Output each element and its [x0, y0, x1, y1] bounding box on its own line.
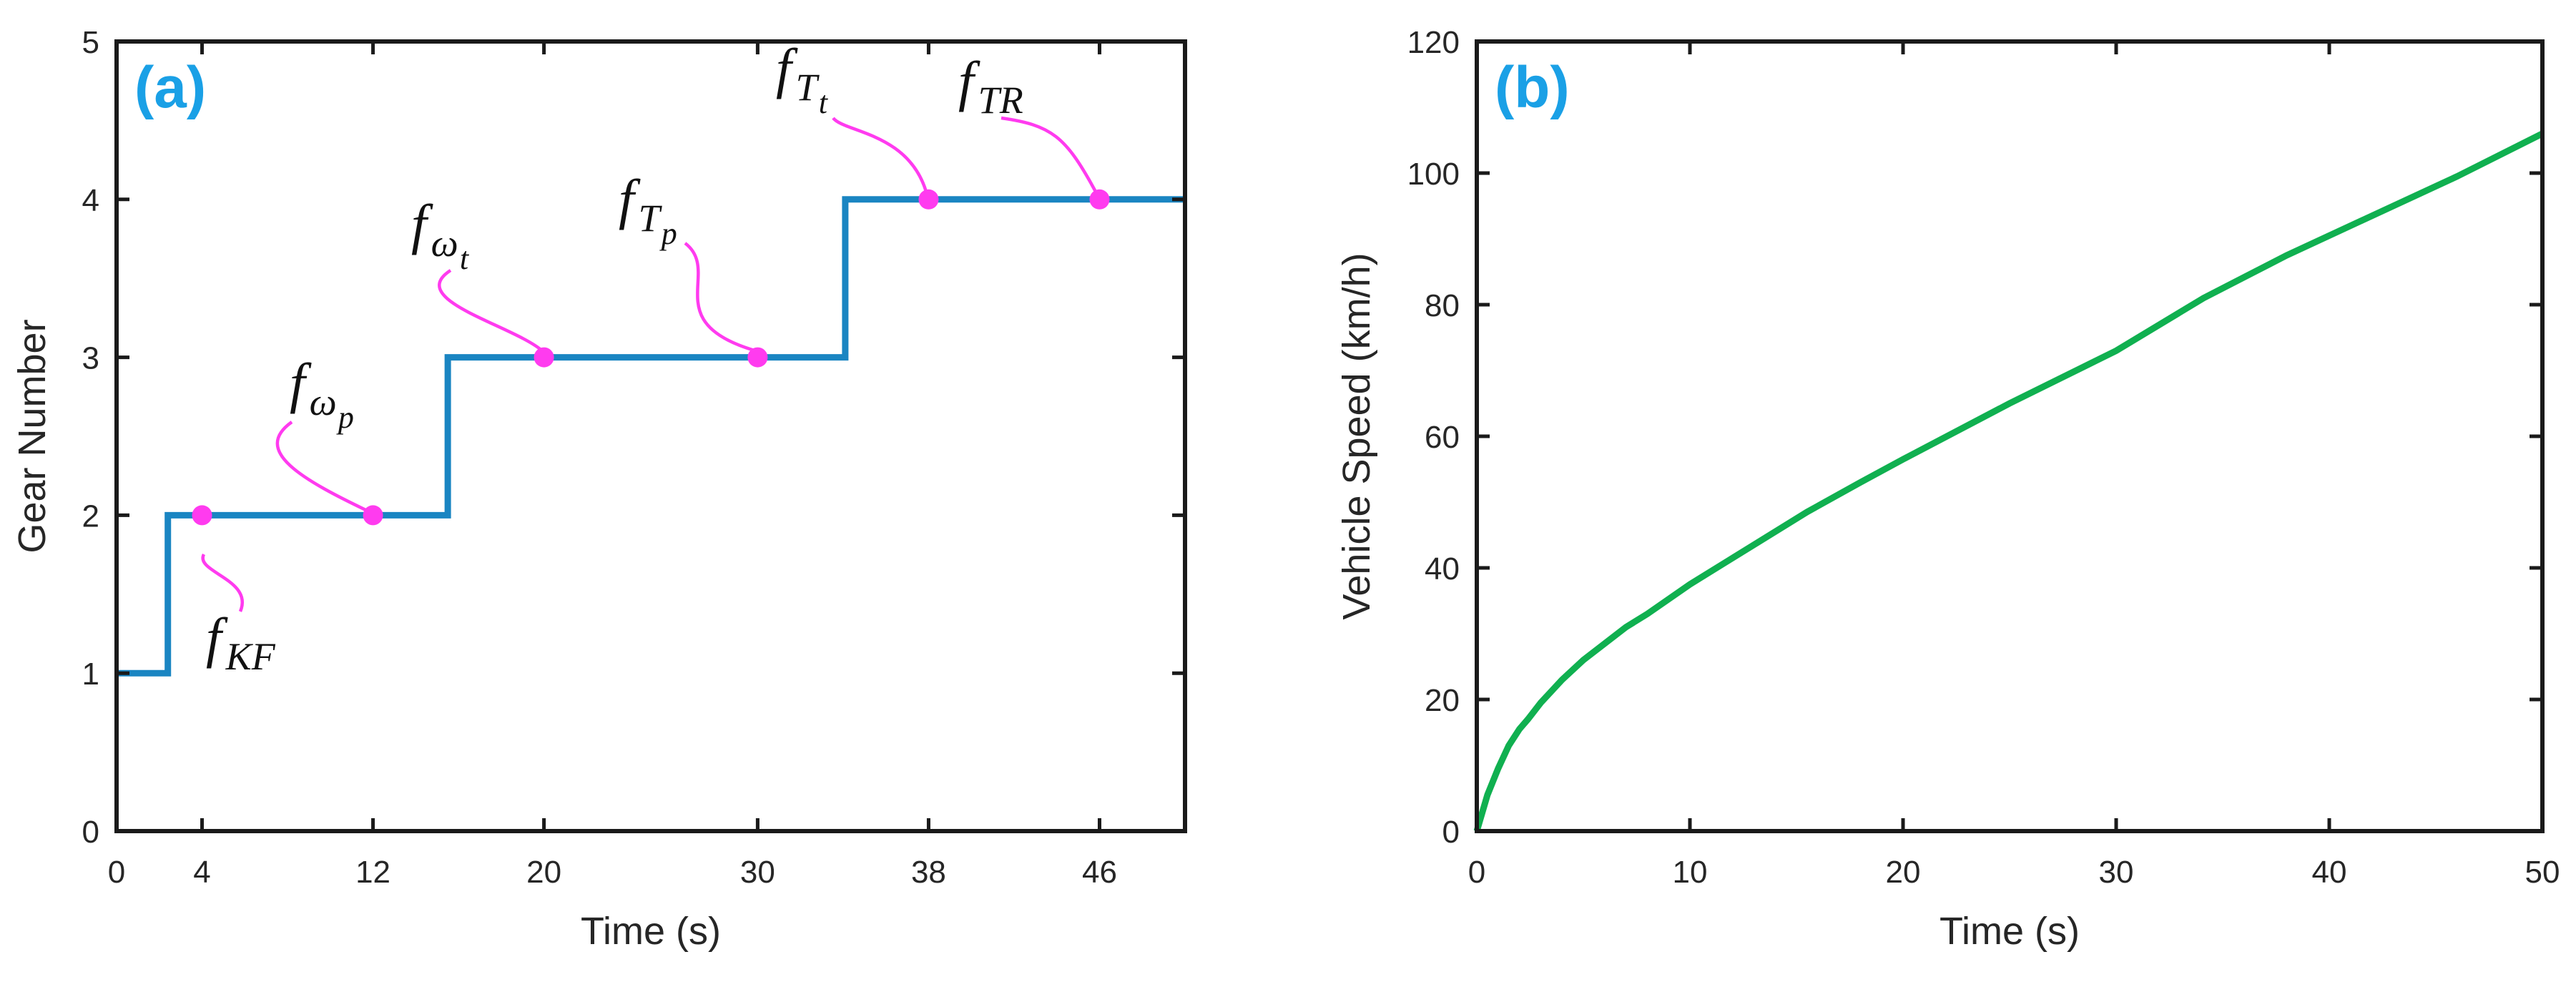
x-tick-label: 46	[1082, 855, 1117, 890]
panel-label-b: (b)	[1495, 55, 1570, 120]
panel-label-a: (a)	[134, 55, 206, 120]
gear-chart-x-axis-label: Time (s)	[581, 910, 721, 953]
speed-chart-x-axis-label: Time (s)	[1940, 910, 2080, 953]
speed-chart-y-axis-label: Vehicle Speed (km/h)	[1335, 252, 1378, 619]
callout-curve	[201, 553, 244, 612]
marker-point	[363, 505, 383, 526]
speed-chart-ticks: 0 10 20 30 40 50 0 20 40 60 80 100 120	[1407, 25, 2560, 890]
speed-chart-axes-box	[1475, 39, 2545, 833]
x-tick-label: 20	[1886, 855, 1921, 890]
callout-curve	[275, 421, 374, 516]
x-tick-label: 30	[2099, 855, 2134, 890]
x-tick-label: 4	[193, 855, 210, 890]
y-tick-label: 80	[1425, 288, 1460, 323]
y-tick-label: 120	[1407, 25, 1460, 60]
marker-annotation-label: f Tt	[776, 37, 829, 120]
x-tick-label: 0	[1468, 855, 1485, 890]
callout-curve	[832, 117, 928, 192]
y-tick-label: 0	[1442, 815, 1460, 850]
y-tick-label: 4	[82, 183, 99, 218]
gear-chart-axes-box	[114, 39, 1187, 833]
y-tick-label: 20	[1425, 683, 1460, 718]
x-tick-label: 10	[1673, 855, 1708, 890]
marker-point	[192, 505, 212, 526]
y-tick-label: 5	[82, 25, 99, 60]
marker-point	[534, 347, 554, 368]
x-tick-label: 12	[355, 855, 390, 890]
marker-annotation-label: f ωt	[411, 193, 470, 276]
marker-point	[747, 347, 768, 368]
x-tick-label: 0	[108, 855, 125, 890]
y-tick-label: 3	[82, 341, 99, 376]
marker-annotation-label: f KF	[206, 607, 276, 678]
y-tick-label: 40	[1425, 551, 1460, 586]
marker-annotation-label: f Tp	[619, 168, 677, 251]
x-tick-label: 40	[2312, 855, 2347, 890]
y-tick-label: 1	[82, 657, 99, 692]
marker-annotation-label: f TR	[958, 50, 1023, 122]
marker-annotation-label: f ωp	[290, 352, 354, 435]
speed-series-line	[1473, 130, 2545, 833]
y-tick-label: 60	[1425, 420, 1460, 455]
callout-curve	[438, 269, 545, 353]
speed-chart-marks	[1473, 130, 2545, 833]
x-tick-label: 38	[911, 855, 946, 890]
gear-chart-marks: f KF f ωp f ωt f Tp f Tt f TR	[117, 37, 1185, 678]
x-tick-label: 50	[2525, 855, 2560, 890]
callout-curve	[684, 242, 755, 353]
marker-point	[1089, 189, 1110, 210]
x-tick-label: 20	[526, 855, 561, 890]
gear-chart-y-axis-label: Gear Number	[11, 319, 54, 553]
x-tick-label: 30	[740, 855, 775, 890]
marker-point	[918, 189, 939, 210]
y-tick-label: 0	[82, 815, 99, 850]
y-tick-label: 2	[82, 499, 99, 534]
gear-series-line	[117, 196, 1185, 677]
callout-curve	[1001, 116, 1097, 193]
y-tick-label: 100	[1407, 157, 1460, 192]
